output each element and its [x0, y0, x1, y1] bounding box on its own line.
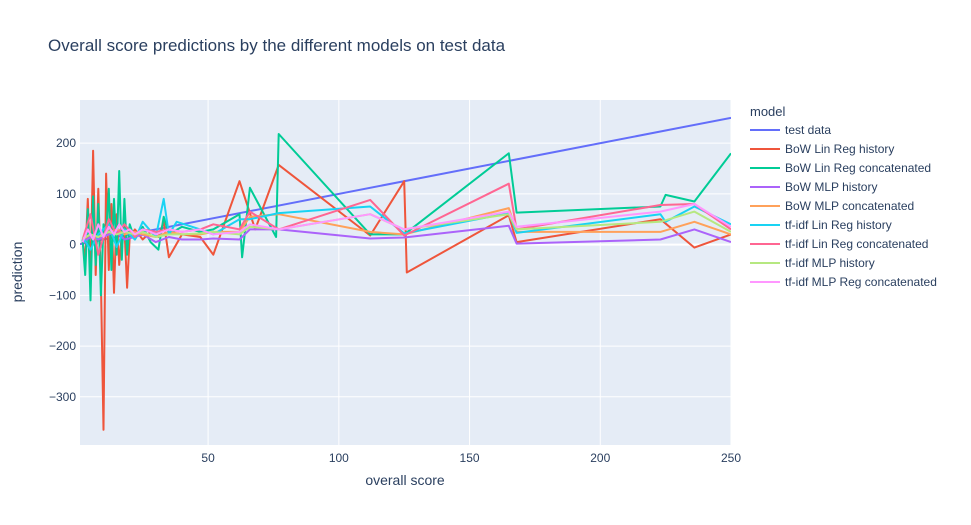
- series-line-0: [80, 116, 731, 246]
- y-tick-label: 0: [69, 238, 76, 252]
- series-lines: [80, 116, 731, 431]
- legend-item-label: BoW Lin Reg history: [785, 142, 894, 156]
- x-axis-label: overall score: [365, 472, 445, 488]
- legend-item-label: BoW MLP history: [785, 180, 877, 194]
- y-tick-label: −200: [49, 339, 76, 353]
- chart-title: Overall score predictions by the differe…: [48, 36, 506, 55]
- legend-item-label: tf-idf Lin Reg concatenated: [785, 237, 928, 251]
- legend-item-label: BoW Lin Reg concatenated: [785, 161, 931, 175]
- x-tick-label: 50: [201, 451, 215, 465]
- legend-item-label: BoW MLP concatenated: [785, 199, 914, 213]
- series-line-8: [81, 203, 731, 243]
- y-tick-label: 200: [56, 136, 76, 150]
- legend-item-label: tf-idf MLP history: [785, 256, 875, 270]
- legend-title: model: [750, 104, 786, 119]
- y-ticks: −300 −200 −100 0 100 200: [49, 136, 76, 404]
- y-axis-label: prediction: [9, 242, 25, 303]
- plot-area: [80, 100, 731, 445]
- legend-item-label: tf-idf Lin Reg history: [785, 218, 892, 232]
- x-tick-label: 100: [329, 451, 349, 465]
- x-tick-label: 150: [460, 451, 480, 465]
- legend-item-label: tf-idf MLP Reg concatenated: [785, 275, 937, 289]
- series-line-2: [81, 133, 731, 302]
- x-tick-label: 250: [721, 451, 741, 465]
- legend: model test data BoW Lin Reg history BoW Li…: [750, 104, 937, 289]
- legend-item-label: test data: [785, 123, 831, 137]
- x-tick-label: 200: [590, 451, 610, 465]
- x-ticks: 50 100 150 200 250: [201, 451, 741, 465]
- y-tick-label: 100: [56, 187, 76, 201]
- y-tick-label: −300: [49, 390, 76, 404]
- y-tick-label: −100: [49, 288, 76, 302]
